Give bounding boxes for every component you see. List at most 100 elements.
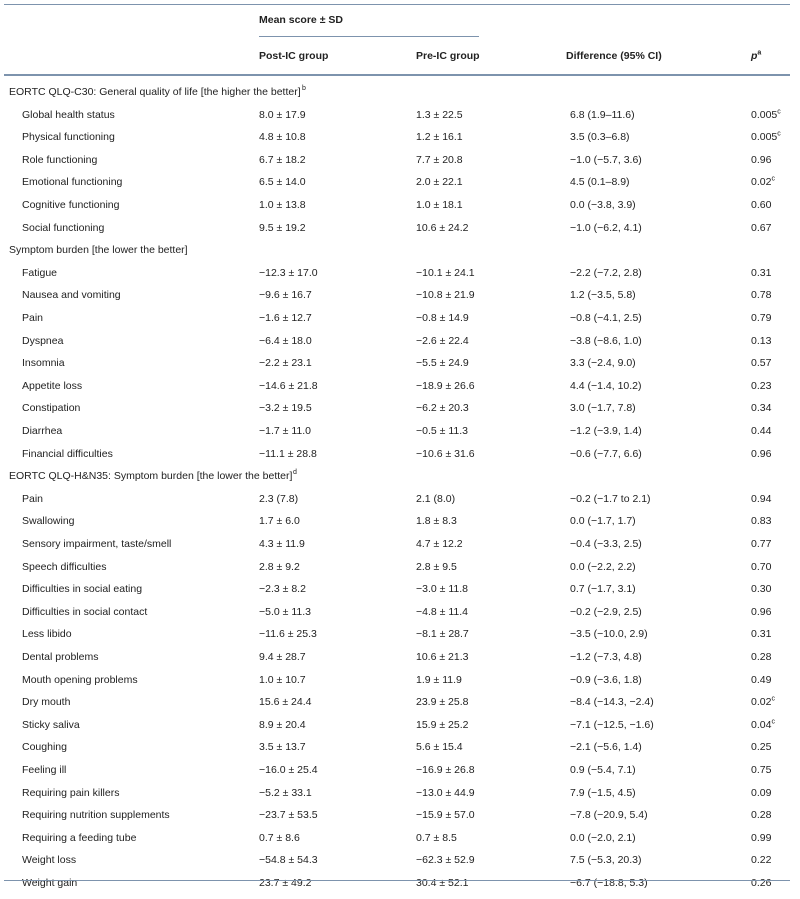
- difference-value: 1.2 (−3.5, 5.8): [570, 289, 636, 302]
- p-value: 0.44: [751, 425, 771, 437]
- p-value-text: 0.31: [751, 266, 772, 279]
- row-label: Social functioning: [22, 221, 105, 234]
- difference-value: 4.5 (0.1–8.9): [570, 176, 630, 189]
- difference-value: −0.2 (−2.9, 2.5): [570, 605, 642, 618]
- p-value-text: 0.77: [751, 538, 772, 550]
- difference-value: −7.1 (−12.5, −1.6): [570, 718, 654, 731]
- row-label: Requiring nutrition supplements: [22, 809, 170, 822]
- p-value: 0.96: [751, 154, 771, 166]
- post-ic-value: 8.9 ± 20.4: [259, 718, 306, 731]
- difference-value: −8.4 (−14.3, −2.4): [570, 696, 654, 709]
- pre-ic-value: −3.0 ± 11.8: [416, 583, 468, 596]
- p-value-text: 0.96: [751, 605, 772, 618]
- difference-value: −7.8 (−20.9, 5.4): [570, 809, 648, 822]
- row-label: Difficulties in social eating: [22, 583, 143, 596]
- table-row: Sticky saliva 8.9 ± 20.4 15.9 ± 25.2 −7.1 (…: [0, 718, 790, 741]
- difference-value: 7.5 (−5.3, 20.3): [570, 854, 642, 867]
- row-label: Pain: [22, 492, 44, 505]
- p-value: 0.67: [751, 222, 771, 234]
- difference-value: −1.0 (−5.7, 3.6): [570, 153, 642, 166]
- pre-ic-value: −0.5 ± 11.3: [416, 425, 468, 437]
- table-row: Requiring a feeding tube 0.7 ± 8.6 0.7 ± 8…: [0, 832, 790, 854]
- row-label: Requiring a feeding tube: [22, 831, 137, 844]
- row-label: Speech difficulties: [22, 560, 107, 573]
- difference-value: 4.4 (−1.4, 10.2): [570, 379, 642, 392]
- difference-value: 7.9 (−1.5, 4.5): [570, 786, 636, 799]
- p-value: 0.79: [751, 312, 771, 324]
- table-row: Swallowing 1.7 ± 6.0 1.8 ± 8.3 0.0 (−1.7, 1…: [0, 515, 790, 537]
- row-label: Cognitive functioning: [22, 199, 120, 211]
- footnote-marker: c: [777, 108, 781, 116]
- post-ic-value: −11.6 ± 25.3: [259, 628, 317, 641]
- col-post-ic: Post-IC group: [259, 50, 329, 62]
- pre-ic-value: 7.7 ± 20.8: [416, 153, 463, 166]
- top-rule: [4, 4, 790, 5]
- p-value: 0.77: [751, 538, 771, 550]
- p-value-text: 0.78: [751, 289, 772, 302]
- p-value: 0.75: [751, 764, 771, 776]
- post-ic-value: −9.6 ± 16.7: [259, 289, 312, 302]
- difference-value: 3.0 (−1.7, 7.8): [570, 402, 636, 415]
- row-label: Pain: [22, 312, 44, 324]
- row-label: Diarrhea: [22, 425, 63, 437]
- post-ic-value: −5.2 ± 33.1: [259, 786, 312, 799]
- table-row: Cognitive functioning 1.0 ± 13.8 1.0 ± 18.…: [0, 199, 790, 221]
- difference-value: 0.0 (−2.2, 2.2): [570, 560, 636, 573]
- p-value-text: 0.09: [751, 786, 772, 799]
- table-row: Mouth opening problems 1.0 ± 10.7 1.9 ± 11…: [0, 674, 790, 696]
- table-row: Difficulties in social contact −5.0 ± 11.…: [0, 606, 790, 628]
- p-value-text: 0.26: [751, 877, 772, 889]
- p-value: 0.31: [751, 628, 771, 640]
- p-value-text: 0.13: [751, 334, 772, 347]
- post-ic-value: −54.8 ± 54.3: [259, 854, 318, 867]
- row-label: Emotional functioning: [22, 176, 123, 189]
- p-value: 0.005c: [751, 108, 781, 121]
- p-value: 0.30: [751, 583, 771, 595]
- table-row: Dyspnea −6.4 ± 18.0 −2.6 ± 22.4 −3.8 (−8.6,…: [0, 335, 790, 357]
- difference-value: −1.2 (−3.9, 1.4): [570, 425, 642, 437]
- difference-value: −0.6 (−7.7, 6.6): [570, 447, 642, 460]
- section-header-row: EORTC QLQ-C30: General quality of life […: [9, 85, 306, 98]
- difference-value: −0.8 (−4.1, 2.5): [570, 312, 642, 324]
- table-row: Requiring nutrition supplements −23.7 ± 5…: [0, 809, 790, 831]
- pre-ic-value: −16.9 ± 26.8: [416, 764, 475, 776]
- pre-ic-value: 1.3 ± 22.5: [416, 108, 463, 121]
- pre-ic-value: 10.6 ± 21.3: [416, 651, 469, 663]
- p-value-text: 0.30: [751, 583, 772, 596]
- pre-ic-value: −62.3 ± 52.9: [416, 854, 475, 867]
- p-value: 0.99: [751, 832, 771, 844]
- pre-ic-value: 1.2 ± 16.1: [416, 131, 463, 144]
- difference-value: −2.2 (−7.2, 2.8): [570, 266, 642, 279]
- row-label: Less libido: [22, 628, 72, 641]
- p-value: 0.13: [751, 335, 771, 347]
- post-ic-value: 2.8 ± 9.2: [259, 560, 300, 573]
- row-label: Fatigue: [22, 266, 58, 279]
- p-value-text: 0.96: [751, 153, 772, 166]
- p-value-text: 0.22: [751, 854, 772, 867]
- post-ic-value: 2.3 (7.8): [259, 492, 299, 505]
- p-value-text: 0.70: [751, 560, 772, 573]
- row-label: Constipation: [22, 402, 81, 415]
- pre-ic-value: 15.9 ± 25.2: [416, 718, 469, 731]
- section-title: EORTC QLQ-C30: General quality of life […: [9, 86, 301, 98]
- row-label: Nausea and vomiting: [22, 289, 121, 302]
- table-row: Less libido −11.6 ± 25.3 −8.1 ± 28.7 −3.5 (…: [0, 628, 790, 650]
- p-value-text: 0.34: [751, 402, 772, 415]
- p-value: 0.49: [751, 674, 771, 686]
- col-pre-ic: Pre-IC group: [416, 50, 480, 62]
- post-ic-value: −1.7 ± 11.0: [259, 425, 311, 437]
- row-label: Sticky saliva: [22, 718, 80, 731]
- difference-value: 0.0 (−1.7, 1.7): [570, 515, 636, 528]
- p-label: p: [751, 50, 758, 62]
- pre-ic-value: −4.8 ± 11.4: [416, 605, 468, 618]
- pre-ic-value: −2.6 ± 22.4: [416, 334, 469, 347]
- pre-ic-value: 1.8 ± 8.3: [416, 515, 457, 528]
- table-row: Nausea and vomiting −9.6 ± 16.7 −10.8 ± 21…: [0, 289, 790, 311]
- difference-value: 0.9 (−5.4, 7.1): [570, 764, 636, 776]
- p-value: 0.31: [751, 267, 771, 279]
- p-value: 0.09: [751, 787, 771, 799]
- p-value: 0.70: [751, 561, 771, 573]
- table-row: Insomnia −2.2 ± 23.1 −5.5 ± 24.9 3.3 (−2.4,…: [0, 357, 790, 379]
- post-ic-value: −2.2 ± 23.1: [259, 357, 312, 370]
- post-ic-value: −6.4 ± 18.0: [259, 334, 312, 347]
